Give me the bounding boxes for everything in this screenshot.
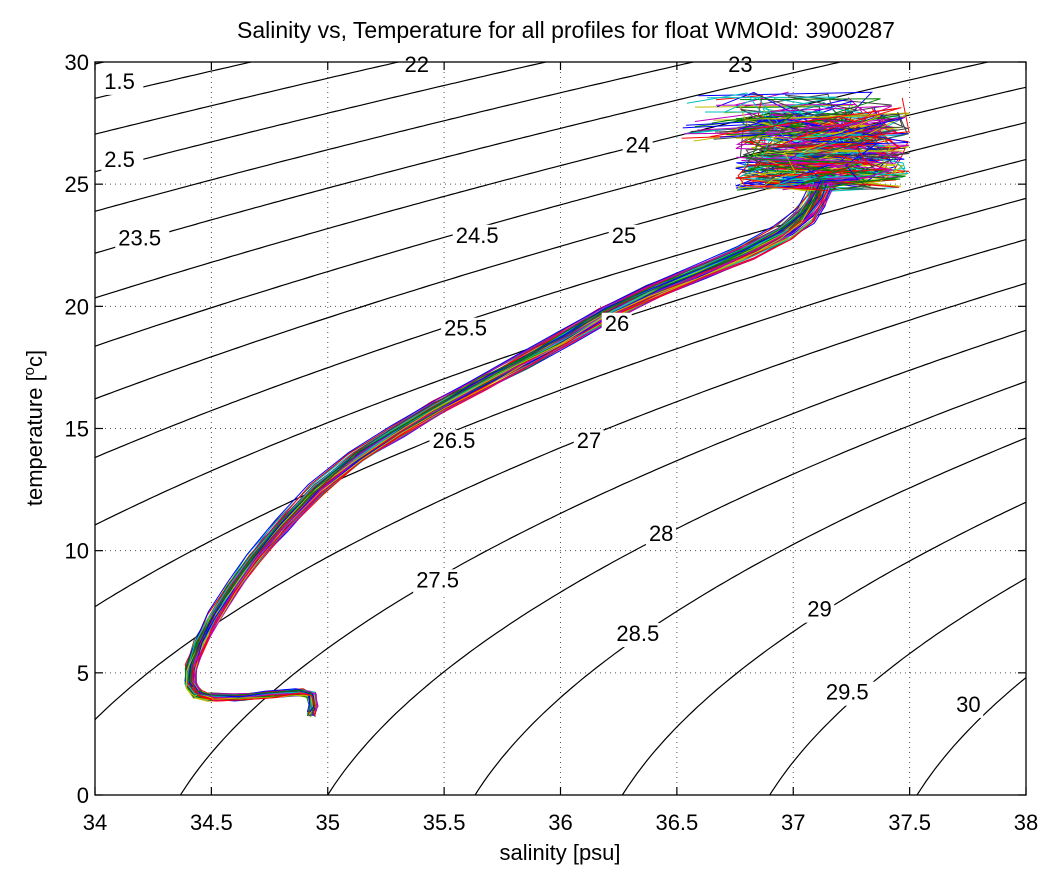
contour-label: 27 bbox=[577, 428, 601, 453]
contour-label-bg bbox=[804, 598, 835, 623]
profile-line bbox=[192, 116, 906, 714]
x-tick-label: 35 bbox=[316, 810, 340, 835]
contour-label-bg bbox=[622, 134, 653, 159]
density-contour bbox=[768, 577, 1026, 795]
contour-label-bg bbox=[115, 227, 170, 252]
density-contour bbox=[95, 62, 696, 212]
contour-label-bg bbox=[953, 693, 984, 718]
density-contour bbox=[95, 62, 844, 254]
contour-label-bg bbox=[822, 681, 877, 706]
contour-label-bg bbox=[441, 317, 496, 342]
y-axis-label-superscript: o bbox=[21, 367, 38, 375]
density-contour bbox=[474, 437, 1026, 795]
x-tick-label: 35.5 bbox=[423, 810, 466, 835]
profile-line bbox=[192, 107, 902, 717]
density-contour bbox=[95, 238, 1026, 608]
x-tick-label: 37 bbox=[781, 810, 805, 835]
contour-label: 25 bbox=[612, 223, 636, 248]
contour-label: 25.5 bbox=[444, 316, 487, 341]
chart-title: Salinity vs, Temperature for all profile… bbox=[237, 17, 895, 43]
x-tick-label: 36 bbox=[548, 810, 572, 835]
profile-lines bbox=[184, 91, 910, 718]
y-tick-label: 30 bbox=[65, 50, 89, 75]
contour-label: 23.5 bbox=[118, 225, 161, 250]
contour-label-bg bbox=[645, 522, 676, 547]
y-tick-label: 5 bbox=[77, 661, 89, 686]
x-axis-label: salinity [psu] bbox=[499, 840, 620, 865]
contour-label: 22 bbox=[405, 52, 429, 77]
y-tick-label: 10 bbox=[65, 539, 89, 564]
density-contour bbox=[95, 62, 991, 299]
density-contour bbox=[95, 62, 402, 135]
contour-label: 26.5 bbox=[432, 428, 475, 453]
contour-label-bg bbox=[601, 312, 632, 337]
density-contour bbox=[179, 329, 1026, 795]
y-axis-label: temperature [oc] bbox=[21, 350, 47, 506]
contour-label-bg bbox=[573, 430, 604, 455]
contour-label-bg bbox=[413, 569, 468, 594]
contour-label-bg bbox=[429, 430, 484, 455]
axis-ticks: 34 34.5 35 35.5 36 36.5 37 37.5 38 0 5 10 15 20 25 30 bbox=[65, 50, 1039, 835]
density-contour bbox=[95, 62, 549, 173]
density-contour bbox=[95, 86, 1026, 347]
contour-label-bg bbox=[401, 53, 432, 78]
profile-line bbox=[185, 115, 903, 715]
density-contour bbox=[95, 282, 1026, 721]
contour-label: 30 bbox=[956, 692, 980, 717]
profile-line bbox=[189, 115, 861, 712]
contour-label: 26 bbox=[605, 311, 629, 336]
x-tick-label: 38 bbox=[1014, 810, 1038, 835]
density-contour bbox=[95, 62, 254, 99]
density-contour bbox=[916, 676, 1026, 795]
contour-label-bg bbox=[608, 224, 639, 249]
contour-label: 23 bbox=[728, 52, 752, 77]
contour-label: 27.5 bbox=[416, 567, 459, 592]
x-tick-label: 34 bbox=[83, 810, 107, 835]
contour-label: 29 bbox=[807, 597, 831, 622]
x-tick-label: 34.5 bbox=[190, 810, 233, 835]
y-axis-label-main: temperature [ bbox=[22, 375, 47, 506]
y-tick-label: 0 bbox=[77, 783, 89, 808]
density-contour-labels: 1.5 22 23 2.5 24 23.5 24.5 25 25.5 26 26.5 27 27.5 28… bbox=[101, 52, 984, 718]
contour-label: 28 bbox=[649, 521, 673, 546]
contour-label-bg bbox=[613, 623, 668, 648]
contour-label: 1.5 bbox=[104, 69, 135, 94]
contour-label: 24.5 bbox=[456, 223, 499, 248]
y-tick-label: 15 bbox=[65, 417, 89, 442]
contour-label-bg bbox=[101, 149, 144, 174]
y-axis-label-end: c] bbox=[22, 350, 47, 367]
contour-label-bg bbox=[452, 224, 507, 249]
contour-label: 24 bbox=[626, 132, 650, 157]
contour-label-bg bbox=[725, 53, 756, 78]
contour-label: 29.5 bbox=[826, 680, 869, 705]
x-tick-label: 37.5 bbox=[888, 810, 931, 835]
contour-label: 2.5 bbox=[104, 147, 135, 172]
contour-label: 28.5 bbox=[616, 621, 659, 646]
contour-label-bg bbox=[101, 70, 144, 95]
density-contour bbox=[95, 158, 1026, 459]
x-tick-label: 36.5 bbox=[655, 810, 698, 835]
y-tick-label: 20 bbox=[65, 294, 89, 319]
y-tick-label: 25 bbox=[65, 172, 89, 197]
